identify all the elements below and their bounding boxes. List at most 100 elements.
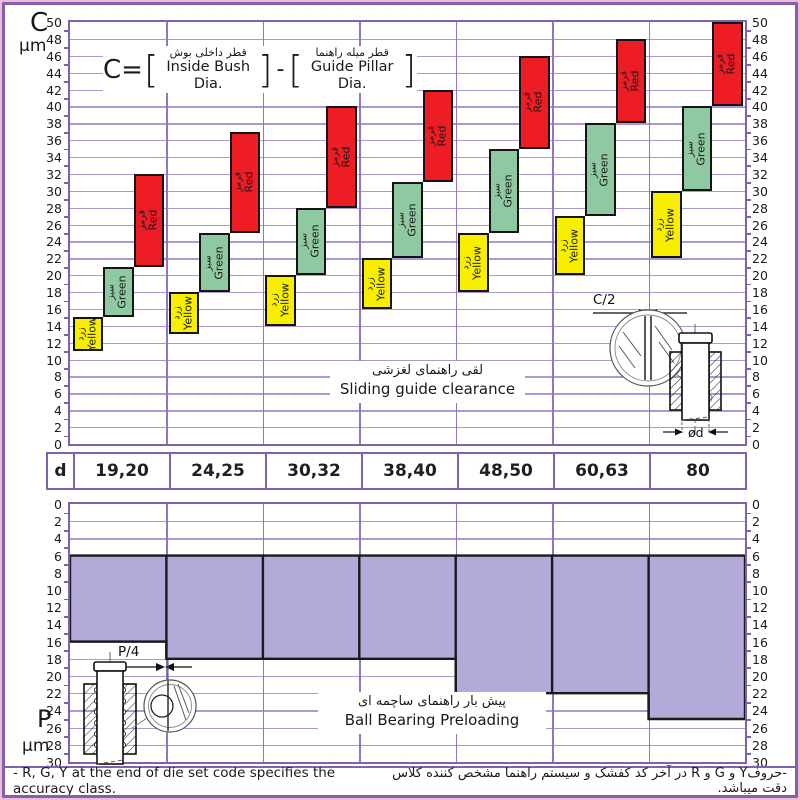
group-boundary-gridline xyxy=(455,22,458,444)
gridline-horizontal xyxy=(70,521,745,523)
y-axis-minor-tick xyxy=(64,684,69,687)
y-axis-minor-tick xyxy=(746,667,751,670)
accuracy-class-bar-label: زرد Yellow xyxy=(461,246,485,280)
y-axis-tick-label-right: 12 xyxy=(752,600,768,616)
diameter-cell-24-25: 24,25 xyxy=(169,454,265,488)
y-axis-tick-label: 50 xyxy=(46,15,62,30)
detail-circle-outer xyxy=(143,679,197,733)
pillar-top-cap xyxy=(678,332,713,344)
bar-label-en: Yellow xyxy=(278,283,292,318)
y-axis-minor-tick xyxy=(64,512,69,515)
y-axis-tick-label-right: 42 xyxy=(752,82,768,98)
y-axis-tick-label: 14 xyxy=(46,318,62,334)
gridline-horizontal xyxy=(70,538,745,540)
y-axis-tick-label: 20 xyxy=(46,268,62,284)
y-axis-tick-label: 40 xyxy=(46,99,62,115)
y-axis-tick-label: 12 xyxy=(46,600,62,616)
y-axis-minor-tick xyxy=(64,30,69,33)
clearance-bar-green-d80: سبز Green xyxy=(681,106,712,191)
y-axis-tick-label: 26 xyxy=(46,217,62,233)
formula-open-bracket-2: [ xyxy=(288,47,303,92)
diameter-cell-19-20: 19,20 xyxy=(73,454,169,488)
y-axis-minor-tick xyxy=(746,317,751,320)
y-axis-tick-label: 26 xyxy=(46,720,62,736)
formula-term-pillar-fa: قطر میله راهنما xyxy=(315,46,389,59)
footer-note-en: - R, G, Y at the end of die set code spe… xyxy=(13,764,336,797)
y-axis-minor-tick xyxy=(64,529,69,532)
y-axis-tick-label-right: 28 xyxy=(752,737,768,753)
accuracy-class-bar-label: زرد Yellow xyxy=(654,208,678,242)
group-boundary-gridline xyxy=(552,22,554,444)
y-axis-minor-tick xyxy=(746,283,751,286)
formula-close-bracket-2: ] xyxy=(401,47,416,92)
y-axis-minor-tick xyxy=(746,684,751,687)
gridline-horizontal xyxy=(70,140,745,142)
c2-dimension-label: C/2 xyxy=(593,292,616,308)
accuracy-class-bar-label: سبز Green xyxy=(684,132,708,165)
y-axis-tick-label-right: 36 xyxy=(752,133,768,149)
y-axis-minor-tick xyxy=(64,216,69,218)
clearance-bar-green-d48-50: سبز Green xyxy=(488,148,520,233)
gridline-horizontal xyxy=(70,676,745,678)
y-axis-tick-label: 14 xyxy=(46,617,62,633)
gridline-horizontal xyxy=(70,173,745,176)
y-axis-tick-label-right: 8 xyxy=(752,565,760,581)
gridline-horizontal xyxy=(70,38,745,41)
bar-label-en: Red xyxy=(532,91,546,113)
y-axis-tick-label: 8 xyxy=(54,565,62,581)
y-axis-tick-label-right: 10 xyxy=(752,583,768,598)
formula-term-bush-fa: قطر داخلی بوش xyxy=(169,46,247,59)
bush-section-left xyxy=(669,351,683,411)
y-axis-tick-label-right: 46 xyxy=(752,48,768,64)
formula-open-bracket-1: [ xyxy=(143,47,159,92)
y-axis-tick-label-right: 26 xyxy=(752,217,768,233)
bar-label-en: Red xyxy=(146,209,160,231)
y-axis-minor-tick xyxy=(746,47,751,50)
y-axis-minor-tick xyxy=(746,401,751,404)
y-axis-minor-tick xyxy=(746,114,751,117)
bar-label-en: Green xyxy=(502,174,516,208)
y-axis-tick-label-right: 10 xyxy=(752,352,768,368)
y-axis-minor-tick xyxy=(64,64,69,66)
y-axis-tick-label-right: 16 xyxy=(752,634,768,650)
y-axis-minor-tick xyxy=(746,384,751,387)
y-axis-minor-tick xyxy=(64,114,69,117)
y-axis-tick-label-right: 24 xyxy=(752,703,768,719)
formula-lhs: C= xyxy=(103,54,143,85)
y-axis-minor-tick xyxy=(746,598,751,601)
diameter-cell-60-63: 60,63 xyxy=(553,454,649,488)
y-axis-tick-label-right: 14 xyxy=(752,318,768,334)
y-axis-tick-label: 42 xyxy=(46,82,62,98)
clearance-bar-yellow-d24-25: زرد Yellow xyxy=(168,292,200,335)
y-axis-tick-label-right: 38 xyxy=(752,116,768,132)
sliding-clearance-note-en: Sliding guide clearance xyxy=(339,380,516,398)
y-axis-tick-label: 38 xyxy=(46,116,62,132)
y-axis-minor-tick xyxy=(64,701,69,704)
y-axis-minor-tick xyxy=(746,547,751,549)
group-boundary-gridline xyxy=(359,22,361,444)
bar-label-en: Green xyxy=(309,224,323,259)
p4-arrow-left xyxy=(165,663,174,671)
clearance-bar-red-d80: قرمز Red xyxy=(712,22,743,107)
formula-minus: - xyxy=(276,57,285,82)
y-axis-tick-label-right: 6 xyxy=(752,548,760,564)
bar-label-fa: قرمز xyxy=(329,146,341,168)
y-axis-tick-label: 18 xyxy=(46,285,62,301)
y-axis-minor-tick xyxy=(746,148,751,151)
gridline-horizontal xyxy=(70,123,745,125)
y-axis-minor-tick xyxy=(746,266,751,269)
bottom-y-axis-name: P xyxy=(37,705,52,733)
accuracy-class-bar-label: زرد Yellow xyxy=(558,229,582,263)
y-axis-minor-tick xyxy=(64,719,69,721)
y-axis-minor-tick xyxy=(64,547,69,549)
clearance-bar-green-d60-63: سبز Green xyxy=(585,123,616,217)
y-axis-tick-label: 6 xyxy=(54,386,62,402)
y-axis-minor-tick xyxy=(746,30,751,33)
formula-term-pillar-en: Guide Pillar Dia. xyxy=(310,59,394,92)
y-axis-minor-tick xyxy=(64,650,69,652)
bar-label-fa: سبز xyxy=(395,212,407,229)
y-axis-minor-tick xyxy=(64,401,69,404)
y-axis-tick-label: 4 xyxy=(54,403,62,419)
gridline-horizontal xyxy=(70,292,745,294)
